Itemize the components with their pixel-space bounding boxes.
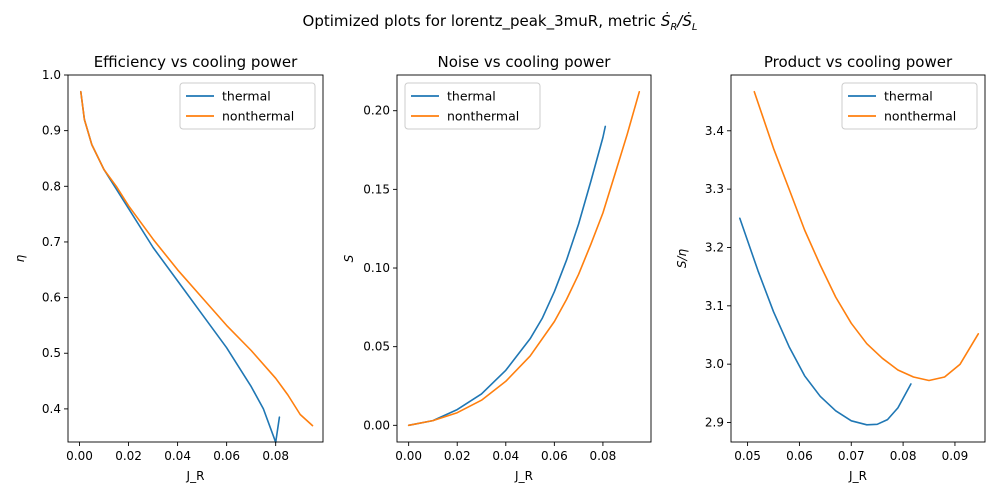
x-tick-label: 0.06 xyxy=(213,449,240,463)
legend: thermal nonthermal xyxy=(404,82,541,130)
legend-box xyxy=(404,82,541,130)
x-tick-label: 0.04 xyxy=(492,449,519,463)
x-tick-label: 0.00 xyxy=(395,449,422,463)
chart-title: Product vs cooling power xyxy=(764,53,953,71)
y-tick-label: 3.3 xyxy=(705,182,724,196)
x-tick-label: 0.04 xyxy=(164,449,191,463)
legend-box xyxy=(841,82,978,130)
series-line-nonthermal xyxy=(753,90,980,382)
x-tick-label: 0.00 xyxy=(66,449,93,463)
plot-frame xyxy=(396,74,652,443)
chart-title: Noise vs cooling power xyxy=(438,53,612,71)
chart-panel-2: Noise vs cooling power 0.00 0.02 0.04 0.06 0.… xyxy=(342,53,652,483)
x-axis-label: J_R xyxy=(848,469,867,483)
y-axis-label: η xyxy=(13,254,27,262)
y-tick-label: 0.00 xyxy=(363,418,390,432)
x-tick-label: 0.09 xyxy=(942,449,969,463)
legend-box xyxy=(179,82,316,130)
x-tick-label: 0.08 xyxy=(890,449,917,463)
plot-frame xyxy=(730,74,986,443)
series-line-nonthermal xyxy=(80,90,314,427)
series-line-nonthermal xyxy=(407,91,641,427)
figure-title: Optimized plots for lorentz_peak_3muR, m… xyxy=(0,12,1000,33)
figure-title-metric: ṠR/ṠL xyxy=(660,12,698,33)
x-tick-label: 0.02 xyxy=(444,449,471,463)
x-axis-label: J_R xyxy=(186,469,205,483)
legend-label-thermal: thermal xyxy=(222,89,271,104)
plot-frame xyxy=(67,74,324,443)
legend-label-nonthermal: nonthermal xyxy=(447,109,519,124)
x-axis-label: J_R xyxy=(514,469,533,483)
y-tick-label: 0.5 xyxy=(42,346,61,360)
x-tick-label: 0.05 xyxy=(734,449,761,463)
legend-label-thermal: thermal xyxy=(884,89,933,104)
x-tick-label: 0.06 xyxy=(786,449,813,463)
x-tick-label: 0.02 xyxy=(115,449,142,463)
x-tick-label: 0.06 xyxy=(541,449,568,463)
y-tick-label: 1.0 xyxy=(42,68,61,82)
chart-title: Efficiency vs cooling power xyxy=(94,53,298,71)
y-tick-label: 3.0 xyxy=(705,357,724,371)
y-tick-label: 0.8 xyxy=(42,179,61,193)
series-line-thermal xyxy=(80,90,281,444)
y-tick-label: 0.15 xyxy=(363,182,390,196)
x-tick-label: 0.08 xyxy=(262,449,289,463)
y-tick-label: 3.2 xyxy=(705,240,724,254)
y-tick-label: 0.9 xyxy=(42,124,61,138)
y-tick-label: 0.20 xyxy=(363,104,390,118)
x-tick-label: 0.07 xyxy=(838,449,865,463)
series-line-thermal xyxy=(738,217,912,426)
chart-panel-1: Efficiency vs cooling power 0.00 0.02 0.04 0… xyxy=(13,53,324,483)
legend-label-nonthermal: nonthermal xyxy=(884,109,956,124)
y-tick-label: 3.4 xyxy=(705,124,724,138)
series-line-thermal xyxy=(407,125,607,427)
y-tick-label: 0.4 xyxy=(42,402,61,416)
legend: thermal nonthermal xyxy=(841,82,978,130)
x-tick-label: 0.08 xyxy=(590,449,617,463)
y-axis-label: S/η xyxy=(675,248,689,268)
y-tick-label: 3.1 xyxy=(705,299,724,313)
y-tick-label: 0.05 xyxy=(363,340,390,354)
y-tick-label: 0.7 xyxy=(42,235,61,249)
y-tick-label: 0.6 xyxy=(42,291,61,305)
y-tick-label: 0.10 xyxy=(363,261,390,275)
legend-label-nonthermal: nonthermal xyxy=(222,109,294,124)
chart-panel-3: Product vs cooling power 0.05 0.06 0.07 0.08… xyxy=(675,53,986,483)
y-axis-label: S xyxy=(342,254,356,262)
y-tick-label: 2.9 xyxy=(705,416,724,430)
figure-title-text: Optimized plots for lorentz_peak_3muR, m… xyxy=(302,12,661,30)
legend-label-thermal: thermal xyxy=(447,89,496,104)
legend: thermal nonthermal xyxy=(179,82,316,130)
